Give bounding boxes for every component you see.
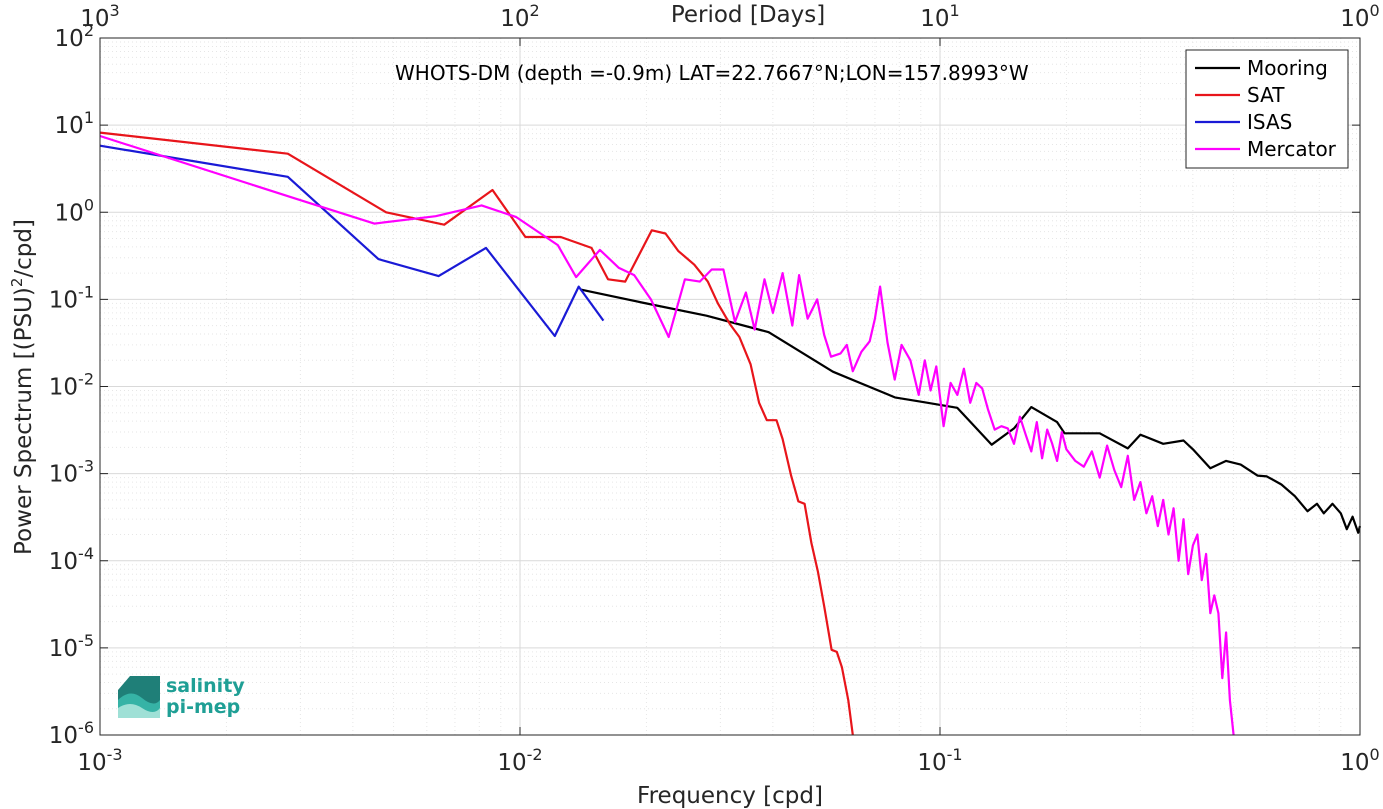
y-tick-label: 10-4 — [49, 544, 94, 575]
legend-label-sat: SAT — [1247, 83, 1285, 107]
top-axis-title: Period [Days] — [671, 2, 825, 28]
x-tick-label: 10-3 — [77, 745, 122, 776]
x-tick-label: 10-1 — [917, 745, 962, 776]
y-axis-title-sup: 2 — [8, 278, 26, 288]
logo-text-line1: salinity — [166, 675, 245, 697]
y-axis-title-main: Power Spectrum [(PSU) — [11, 287, 37, 555]
y-tick-label: 101 — [55, 108, 94, 139]
top-tick-label: 102 — [500, 1, 539, 32]
series-line-mooring — [579, 288, 1362, 534]
y-axis-title-tail: /cpd] — [11, 219, 37, 278]
y-axis-title: Power Spectrum [(PSU)2/cpd] — [8, 219, 37, 555]
legend-label-mercator: Mercator — [1247, 137, 1337, 161]
top-tick-label: 101 — [920, 1, 959, 32]
legend-items: Mooring SAT ISAS Mercator — [1195, 56, 1337, 161]
y-tick-label: 100 — [55, 195, 94, 226]
y-tick-label: 10-5 — [49, 631, 94, 662]
grid — [100, 38, 1360, 735]
x-axis-title: Frequency [cpd] — [637, 783, 823, 809]
series-line-mercator — [99, 134, 1235, 736]
chart-title: WHOTS-DM (depth =-0.9m) LAT=22.7667°N;LO… — [395, 61, 1029, 85]
top-tick-label: 103 — [80, 1, 119, 32]
legend: Mooring SAT ISAS Mercator — [1185, 49, 1349, 169]
y-tick-label: 102 — [55, 21, 94, 52]
legend-label-isas: ISAS — [1247, 110, 1292, 134]
series-line-sat — [99, 131, 854, 736]
x-tick-label: 100 — [1340, 745, 1379, 776]
series-group — [99, 131, 1362, 736]
top-tick-label: 100 — [1340, 1, 1379, 32]
y-tick-label: 10-6 — [49, 718, 94, 749]
logo-text-line2: pi-mep — [166, 696, 240, 718]
salinity-pi-mep-logo: salinity pi-mep — [118, 675, 245, 718]
y-tick-label: 10-1 — [49, 282, 94, 313]
series-line-isas — [99, 144, 605, 338]
x-tick-label: 10-2 — [497, 745, 542, 776]
logo-wave-front — [118, 704, 160, 718]
y-tick-label: 10-3 — [49, 457, 94, 488]
y-tick-label: 10-2 — [49, 370, 94, 401]
legend-label-mooring: Mooring — [1247, 56, 1328, 80]
